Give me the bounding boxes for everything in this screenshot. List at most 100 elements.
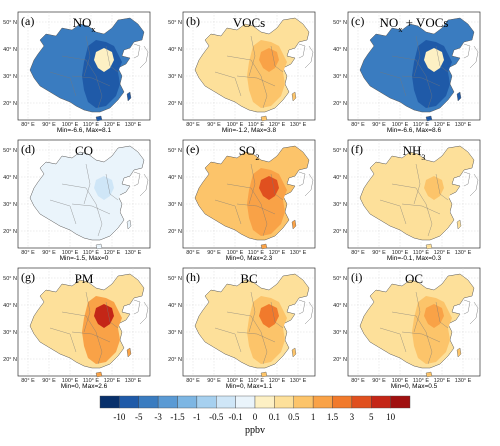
province-boundary	[95, 75, 103, 109]
province-boundary	[260, 331, 268, 365]
lat-tick-label: 30° N	[3, 74, 17, 80]
lon-tick-label: 110° E	[83, 250, 99, 256]
province-boundary	[83, 35, 91, 77]
hainan-island	[95, 371, 103, 378]
lon-tick-label: 110° E	[413, 122, 429, 128]
lon-tick-label: 120° E	[104, 122, 121, 128]
north-china-plain-region	[259, 304, 279, 328]
lat-tick-label: 20° N	[168, 229, 182, 235]
north-china-plain-region	[424, 48, 444, 72]
taiwan-island	[291, 91, 297, 102]
lon-tick-label: 120° E	[104, 250, 121, 256]
colorbar-swatch	[99, 395, 120, 409]
lat-tick-label: 20° N	[3, 357, 17, 363]
lon-tick-label: 80° E	[186, 122, 200, 128]
taiwan-island	[456, 219, 462, 230]
province-boundary	[226, 55, 262, 77]
province-boundary	[379, 327, 407, 353]
lon-tick-label: 80° E	[186, 250, 200, 256]
lat-tick-label: 20° N	[168, 101, 182, 107]
province-boundary	[248, 35, 256, 77]
lat-tick-label: 40° N	[3, 303, 17, 309]
hainan-island	[425, 243, 433, 250]
min-max-label: Min=0, Max=2.3	[226, 255, 273, 262]
lon-tick-label: 90° E	[372, 378, 386, 384]
colorbar-tick-label: -3	[154, 412, 162, 422]
hainan-island	[260, 115, 268, 122]
coastline	[298, 299, 306, 315]
lat-tick-label: 20° N	[333, 229, 347, 235]
lon-tick-label: 80° E	[351, 122, 365, 128]
panel-label: (f)	[351, 142, 363, 156]
coastline	[469, 173, 479, 197]
lat-tick-label: 50° N	[3, 276, 17, 282]
colorbar-tick-label: 5	[369, 412, 374, 422]
lon-tick-label: 90° E	[42, 122, 56, 128]
province-boundary	[401, 75, 441, 87]
hainan-island	[95, 243, 103, 250]
lon-tick-label: 80° E	[351, 250, 365, 256]
colorbar-tick-label: 0	[253, 412, 258, 422]
coastline	[139, 173, 149, 197]
province-boundary	[83, 163, 91, 205]
lon-tick-label: 90° E	[42, 250, 56, 256]
colorbar-swatch	[177, 395, 198, 409]
taiwan-island	[291, 219, 297, 230]
province-boundary	[214, 199, 242, 225]
min-max-label: Min=-1.2, Max=3.8	[222, 127, 277, 134]
colorbar-tick-label: -0.1	[229, 412, 243, 422]
north-china-plain-region	[424, 304, 444, 328]
panel-d: (d) CO 50° N 40° N 30° N 20° N 80° E 90° E 100° …	[3, 139, 151, 262]
lat-tick-label: 20° N	[3, 101, 17, 107]
lat-tick-label: 30° N	[333, 202, 347, 208]
colorbar-unit-label: ppbv	[245, 425, 265, 436]
map-china	[194, 145, 314, 250]
lat-tick-label: 50° N	[333, 148, 347, 154]
panel-title: SO2	[239, 143, 260, 162]
lon-tick-label: 90° E	[372, 122, 386, 128]
lon-tick-label: 100° E	[227, 378, 244, 384]
lat-tick-label: 30° N	[3, 202, 17, 208]
north-china-plain-region	[424, 176, 444, 200]
province-boundary	[379, 199, 407, 225]
lon-tick-label: 120° E	[269, 122, 286, 128]
lon-tick-label: 100° E	[392, 122, 409, 128]
lon-tick-label: 120° E	[269, 250, 286, 256]
min-max-label: Min=0, Max=1.1	[226, 383, 273, 390]
colorbar-tick-label: 3	[350, 412, 355, 422]
lon-tick-label: 120° E	[104, 378, 121, 384]
taiwan-island	[126, 219, 132, 230]
province-boundary	[71, 331, 111, 343]
lat-tick-label: 40° N	[3, 175, 17, 181]
coastline	[304, 301, 314, 325]
colorbar-swatch	[254, 395, 275, 409]
colorbar-swatch	[371, 395, 391, 409]
coastline	[133, 299, 141, 315]
colorbar-swatch	[157, 395, 178, 409]
lon-tick-label: 130° E	[455, 378, 472, 384]
lat-tick-label: 40° N	[168, 175, 182, 181]
panel-g: (g) PM 50° N 40° N 30° N 20° N 80° E 90° E 100° …	[3, 267, 151, 390]
coastline	[463, 43, 471, 59]
lon-tick-label: 130° E	[125, 250, 142, 256]
lon-tick-label: 120° E	[434, 122, 451, 128]
lat-tick-label: 50° N	[168, 276, 182, 282]
province-boundary	[71, 75, 111, 87]
province-boundary	[236, 203, 276, 215]
panel-title: NH3	[403, 143, 426, 162]
north-china-plain-region	[94, 176, 114, 200]
coastline	[133, 43, 141, 59]
lon-tick-label: 130° E	[290, 250, 307, 256]
panel-title: NOx	[73, 15, 96, 34]
lon-tick-label: 90° E	[207, 122, 221, 128]
map-china	[359, 145, 479, 250]
north-china-plain-region	[259, 176, 279, 200]
min-max-label: Min=-6.6, Max=8.1	[57, 127, 112, 134]
colorbar-tick-label: -5	[135, 412, 143, 422]
coastline	[298, 171, 306, 187]
lon-tick-label: 130° E	[455, 122, 472, 128]
lat-tick-label: 30° N	[333, 74, 347, 80]
colorbar-tick-label: -1	[193, 412, 201, 422]
panel-a: (a) NOx 50° N 40° N 30° N 20° N 80° E 90° E 100°…	[3, 11, 151, 134]
coastline	[469, 301, 479, 325]
